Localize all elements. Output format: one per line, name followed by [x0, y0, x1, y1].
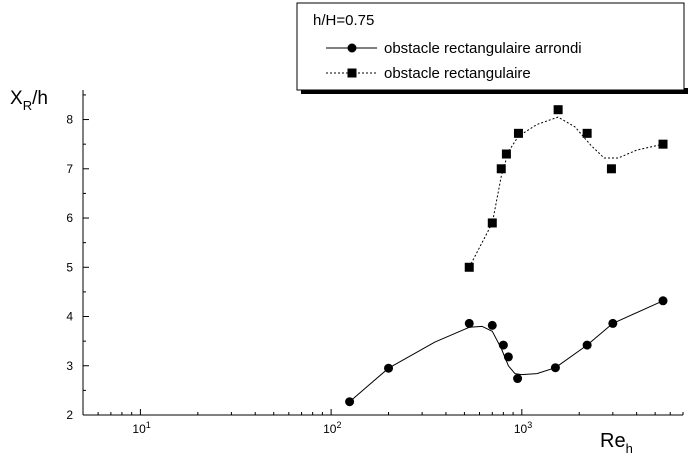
y-tick-label: 5	[66, 260, 73, 274]
data-point-arrondi	[345, 397, 355, 407]
axes	[82, 90, 683, 416]
x-axis-title: Reh	[600, 430, 633, 455]
data-point-arrondi	[503, 352, 513, 362]
y-tick-label: 4	[66, 310, 73, 324]
data-point-rect	[582, 128, 592, 138]
data-point-rect	[553, 105, 563, 115]
y-axis-title-sub: R	[23, 98, 32, 113]
data-point-arrondi	[487, 320, 497, 330]
data-point-arrondi	[464, 318, 474, 328]
y-axis-title: XR/h	[10, 88, 48, 113]
data-point-rect	[513, 128, 523, 138]
x-tick-label-base: 10	[132, 422, 146, 436]
data-point-arrondi	[384, 363, 394, 373]
data-point-rect	[464, 262, 474, 272]
x-tick-label: 102	[323, 420, 341, 436]
x-tick-label-exponent: 2	[336, 420, 341, 430]
y-axis-title-main: X	[10, 88, 23, 109]
legend-box	[296, 2, 685, 91]
data-point-rect	[501, 149, 511, 159]
legend-swatch-marker-arrondi	[347, 43, 357, 53]
x-tick-label: 103	[514, 420, 532, 436]
data-point-arrondi	[498, 340, 508, 350]
x-tick-label-base: 10	[514, 422, 528, 436]
y-tick-label: 6	[66, 211, 73, 225]
y-tick-label: 3	[66, 359, 73, 373]
x-tick-label-exponent: 3	[527, 420, 532, 430]
legend-swatch-marker-rect	[347, 68, 357, 78]
series-line-arrondi	[349, 300, 664, 403]
y-tick-label: 2	[66, 408, 73, 422]
x-ticks: 101 102 103	[82, 409, 684, 436]
data-point-rect	[606, 164, 616, 174]
data-point-rect	[658, 139, 668, 149]
series-line-rect	[468, 116, 664, 268]
x-axis-title-sub: h	[626, 441, 633, 455]
data-point-arrondi	[513, 374, 523, 384]
data-point-rect	[496, 164, 506, 174]
series-layer	[345, 105, 668, 407]
legend-shadow	[301, 88, 688, 94]
legend: h/H=0.75 obstacle rectangulaire arrondi …	[296, 2, 688, 94]
y-axis-title-suffix: /h	[32, 88, 48, 109]
x-axis-title-main: Re	[600, 430, 626, 452]
y-tick-label: 8	[66, 113, 73, 127]
y-ticks: 2 3 4 5 6 7 8	[66, 94, 89, 422]
data-point-arrondi	[658, 296, 668, 306]
data-point-arrondi	[550, 363, 560, 373]
x-tick-label-exponent: 1	[146, 420, 151, 430]
x-tick-label: 101	[132, 420, 150, 436]
legend-label-arrondi: obstacle rectangulaire arrondi	[384, 40, 582, 57]
legend-title: h/H=0.75	[313, 12, 374, 29]
legend-label-rect: obstacle rectangulaire	[384, 65, 531, 82]
x-tick-label-base: 10	[323, 422, 337, 436]
data-point-arrondi	[608, 318, 618, 328]
data-point-arrondi	[582, 340, 592, 350]
y-tick-label: 7	[66, 162, 73, 176]
data-point-rect	[487, 218, 497, 228]
